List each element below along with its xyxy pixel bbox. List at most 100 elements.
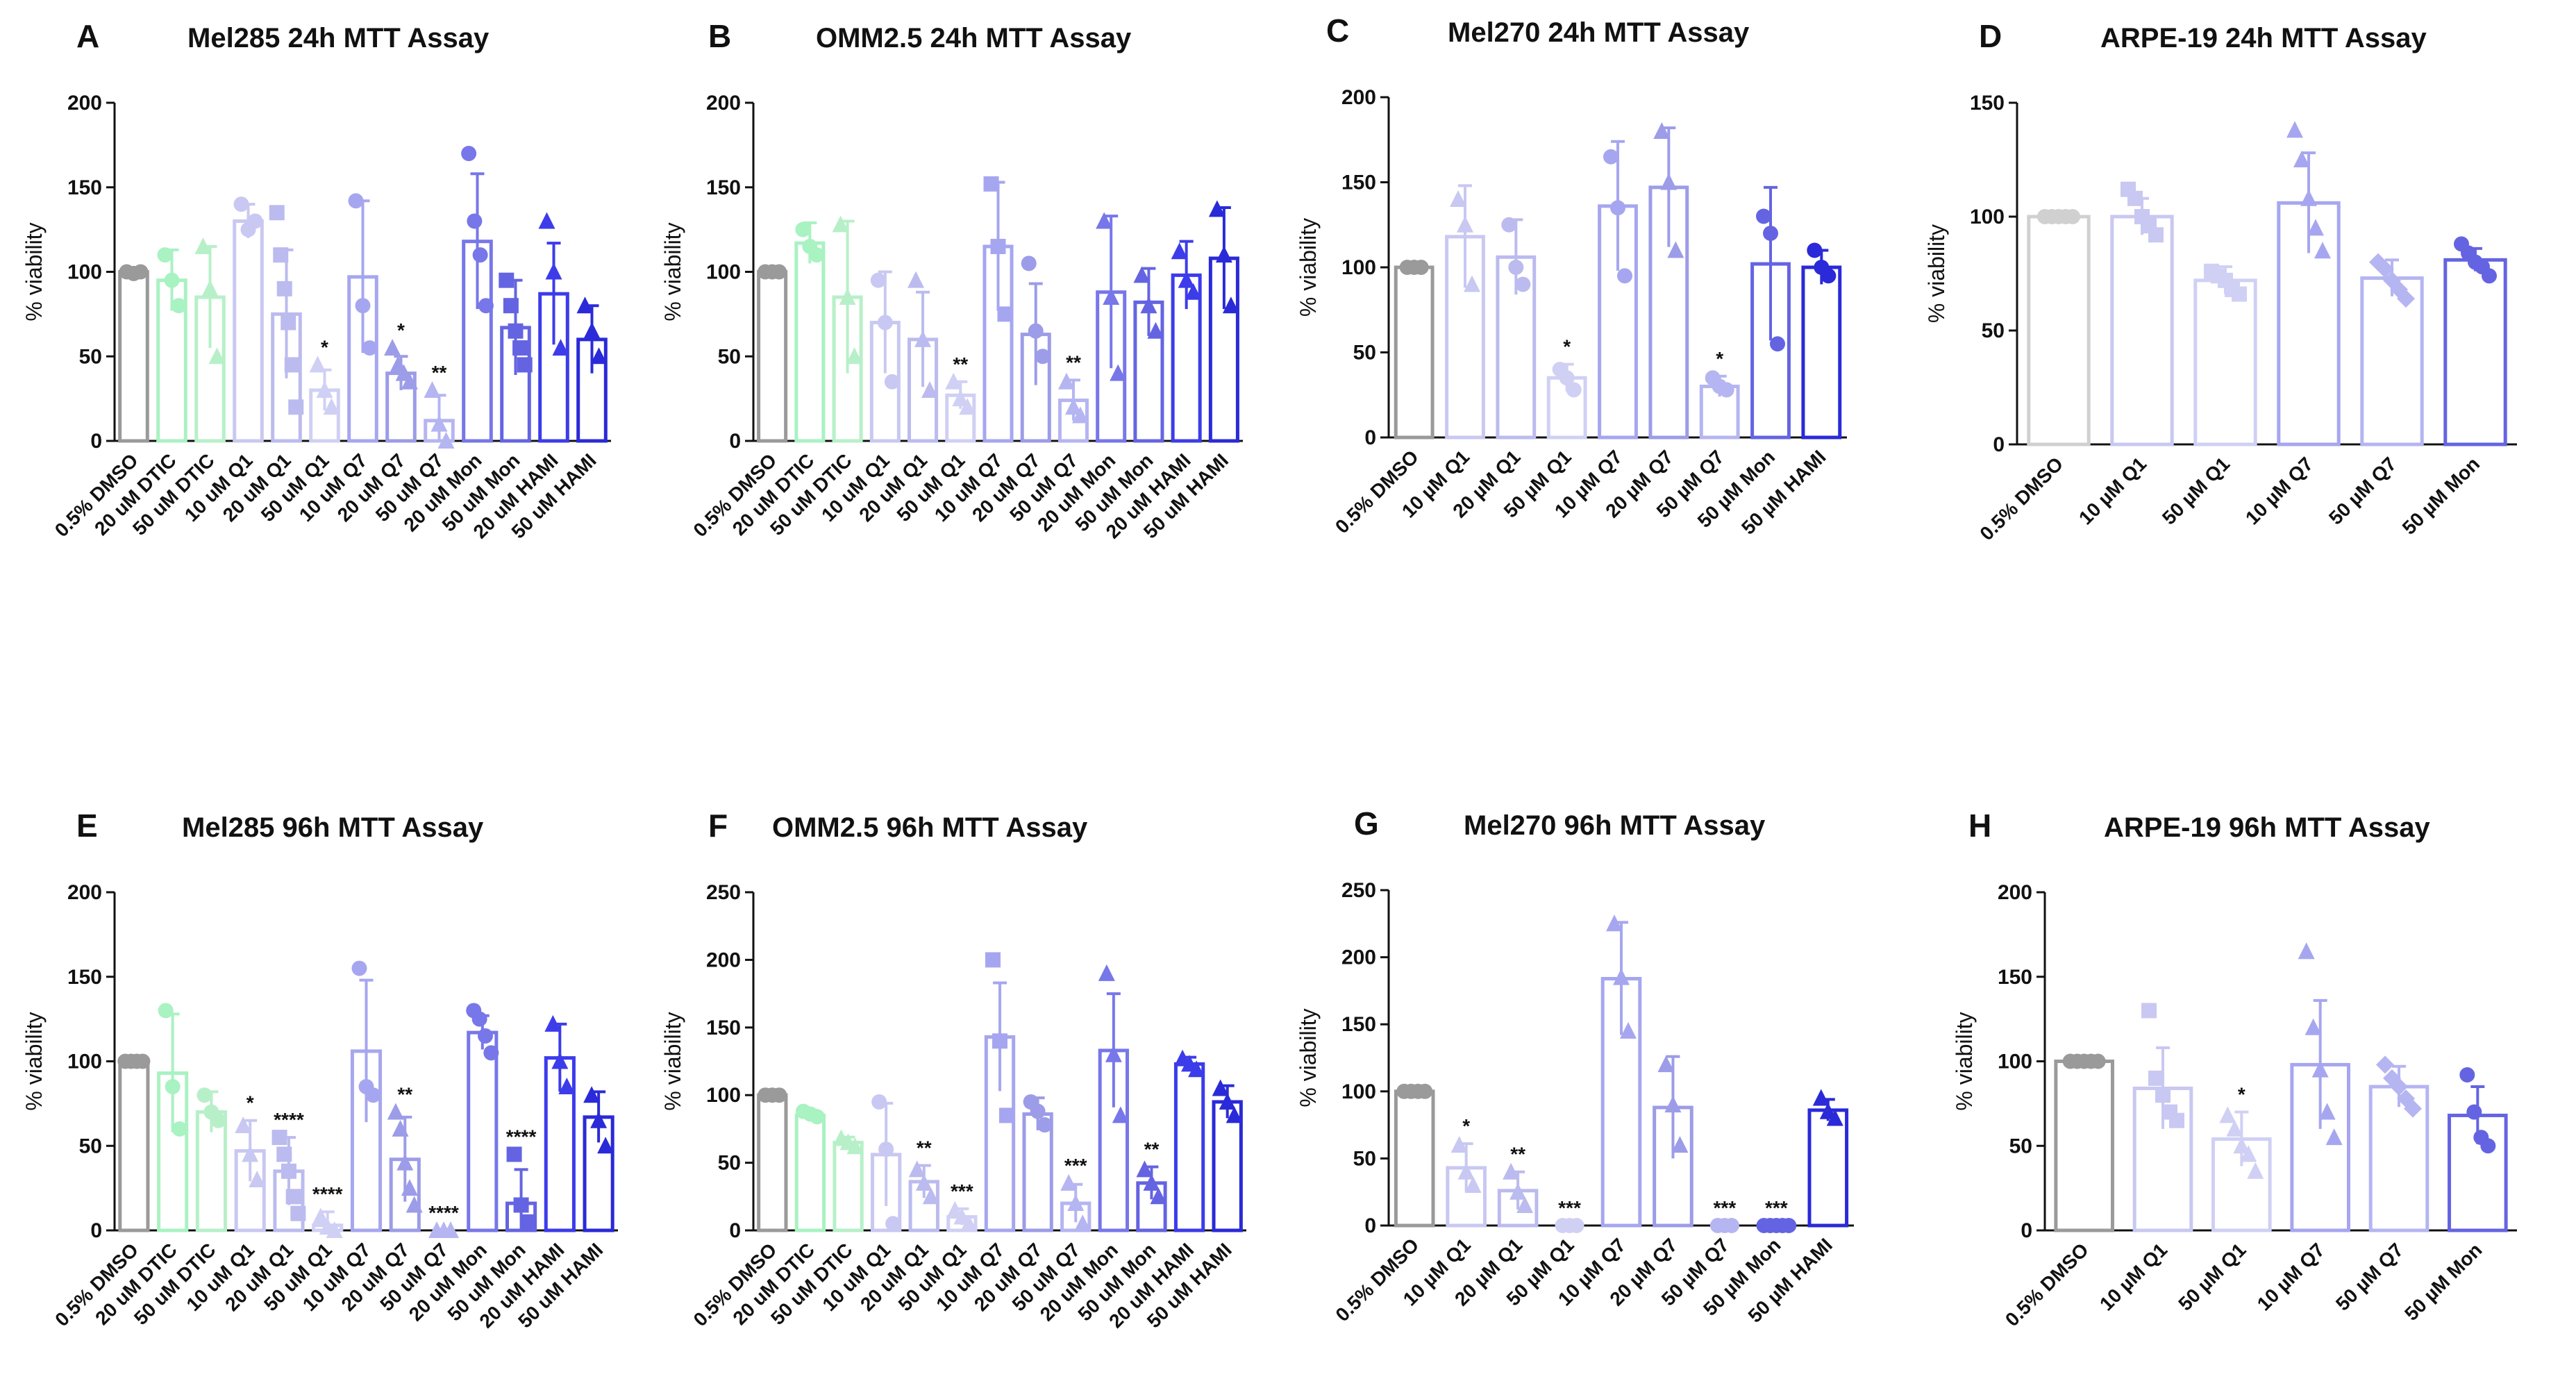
- data-point: [1098, 964, 1115, 981]
- data-point: [985, 952, 1001, 968]
- data-point: [1212, 1079, 1229, 1096]
- y-tick-label: 200: [67, 881, 102, 904]
- bar: [1807, 1108, 1849, 1228]
- significance-label: *: [397, 319, 405, 341]
- y-tick-label: 200: [1341, 86, 1376, 109]
- significance-label: **: [1066, 351, 1081, 373]
- data-point: [885, 1216, 901, 1232]
- data-point: [1606, 914, 1623, 932]
- data-point: [551, 1052, 569, 1069]
- y-tick-label: 0: [1364, 1214, 1376, 1237]
- panel-b: B OMM2.5 24h MTT Assay 0 50 100 150 200 % viabi…: [660, 18, 1243, 542]
- chart-title: Mel285 24h MTT Assay: [187, 23, 490, 53]
- data-point: [384, 339, 401, 356]
- data-point: [1723, 1218, 1739, 1233]
- data-point: [1150, 1187, 1167, 1205]
- y-tick-label: 50: [718, 1152, 741, 1175]
- data-point: [351, 960, 367, 976]
- y-axis-title: % viability: [1296, 1008, 1321, 1107]
- data-point: [285, 1189, 301, 1205]
- data-point: [1464, 1176, 1482, 1194]
- data-point: [1667, 241, 1684, 258]
- y-tick-label: 0: [729, 1219, 741, 1242]
- bar-group: 0.5% DMSO: [2001, 1053, 2114, 1330]
- data-point: [2233, 1137, 2250, 1154]
- bar: [2054, 1060, 2114, 1232]
- data-point: [2376, 260, 2394, 278]
- data-point: [1501, 217, 1517, 233]
- data-point: [506, 1146, 522, 1162]
- data-point: [194, 237, 212, 254]
- data-point: [908, 271, 925, 288]
- data-point: [1559, 370, 1575, 386]
- data-point: [281, 315, 296, 331]
- panel-letter: E: [76, 808, 98, 844]
- significance-label: *: [1462, 1115, 1470, 1137]
- y-tick-label: 150: [706, 176, 741, 199]
- bar: [1173, 1062, 1205, 1232]
- data-point: [442, 1221, 460, 1238]
- data-point: [396, 1153, 414, 1171]
- data-point: [1781, 1218, 1797, 1233]
- data-point: [2307, 219, 2324, 236]
- data-point: [1037, 1117, 1053, 1133]
- x-tick-label: 10 µM Q7: [2241, 453, 2317, 528]
- significance-label: *: [1716, 348, 1723, 369]
- panel-g: G Mel270 96h MTT Assay 0 50 100 150 200 250 % vi…: [1296, 805, 1854, 1327]
- data-point: [832, 215, 849, 233]
- data-point: [1028, 323, 1044, 339]
- data-point: [921, 381, 939, 398]
- data-point: [271, 1130, 287, 1146]
- data-point: [1096, 212, 1113, 229]
- data-point: [2325, 1128, 2343, 1146]
- data-point: [590, 1111, 608, 1128]
- y-tick-label: 0: [90, 1219, 102, 1242]
- data-point: [1112, 1106, 1129, 1123]
- data-point: [1450, 190, 1466, 207]
- data-point: [1464, 275, 1480, 292]
- data-point: [165, 1079, 181, 1095]
- data-point: [1718, 382, 1734, 398]
- significance-label: ****: [274, 1109, 304, 1130]
- data-point: [1171, 242, 1188, 260]
- data-point: [503, 298, 519, 314]
- x-tick-label: 50 µM Q7: [2332, 1239, 2407, 1314]
- data-point: [870, 272, 886, 288]
- data-point: [276, 281, 292, 296]
- panel-h: H ARPE-19 96h MTT Assay 0 50 100 150 200 % viab…: [1952, 808, 2517, 1330]
- data-point: [1067, 1194, 1085, 1212]
- bar: [583, 1115, 614, 1232]
- x-tick-label: 10 µM Q7: [2253, 1239, 2329, 1314]
- data-point: [242, 1145, 259, 1162]
- data-point: [1413, 260, 1429, 275]
- data-point: [401, 372, 418, 390]
- data-point: [597, 1137, 614, 1154]
- y-tick-label: 0: [1364, 426, 1376, 449]
- data-point: [1566, 382, 1582, 398]
- data-point: [1178, 271, 1195, 288]
- bar: [233, 219, 264, 443]
- data-point: [1807, 242, 1823, 258]
- data-point: [1610, 200, 1625, 216]
- chart-title: Mel270 96h MTT Assay: [1464, 810, 1766, 841]
- data-point: [1509, 1182, 1527, 1200]
- y-tick-label: 100: [706, 261, 741, 284]
- data-point: [1756, 208, 1771, 224]
- data-point: [922, 1187, 939, 1205]
- y-tick-label: 250: [1341, 879, 1376, 902]
- data-point: [348, 193, 364, 209]
- data-point: [1136, 1160, 1153, 1178]
- x-tick-label: 0.5% DMSO: [1332, 1234, 1423, 1326]
- data-point: [2318, 1103, 2336, 1120]
- data-point: [172, 1121, 187, 1137]
- significance-label: ****: [428, 1202, 459, 1223]
- data-point: [2305, 1018, 2322, 1035]
- data-point: [1030, 1103, 1046, 1119]
- significance-label: **: [953, 353, 968, 375]
- data-point: [1515, 276, 1531, 292]
- data-point: [1653, 122, 1671, 139]
- significance-label: ****: [506, 1126, 537, 1147]
- data-point: [1105, 1045, 1122, 1062]
- data-point: [135, 1053, 151, 1069]
- chart-title: OMM2.5 96h MTT Assay: [772, 812, 1088, 843]
